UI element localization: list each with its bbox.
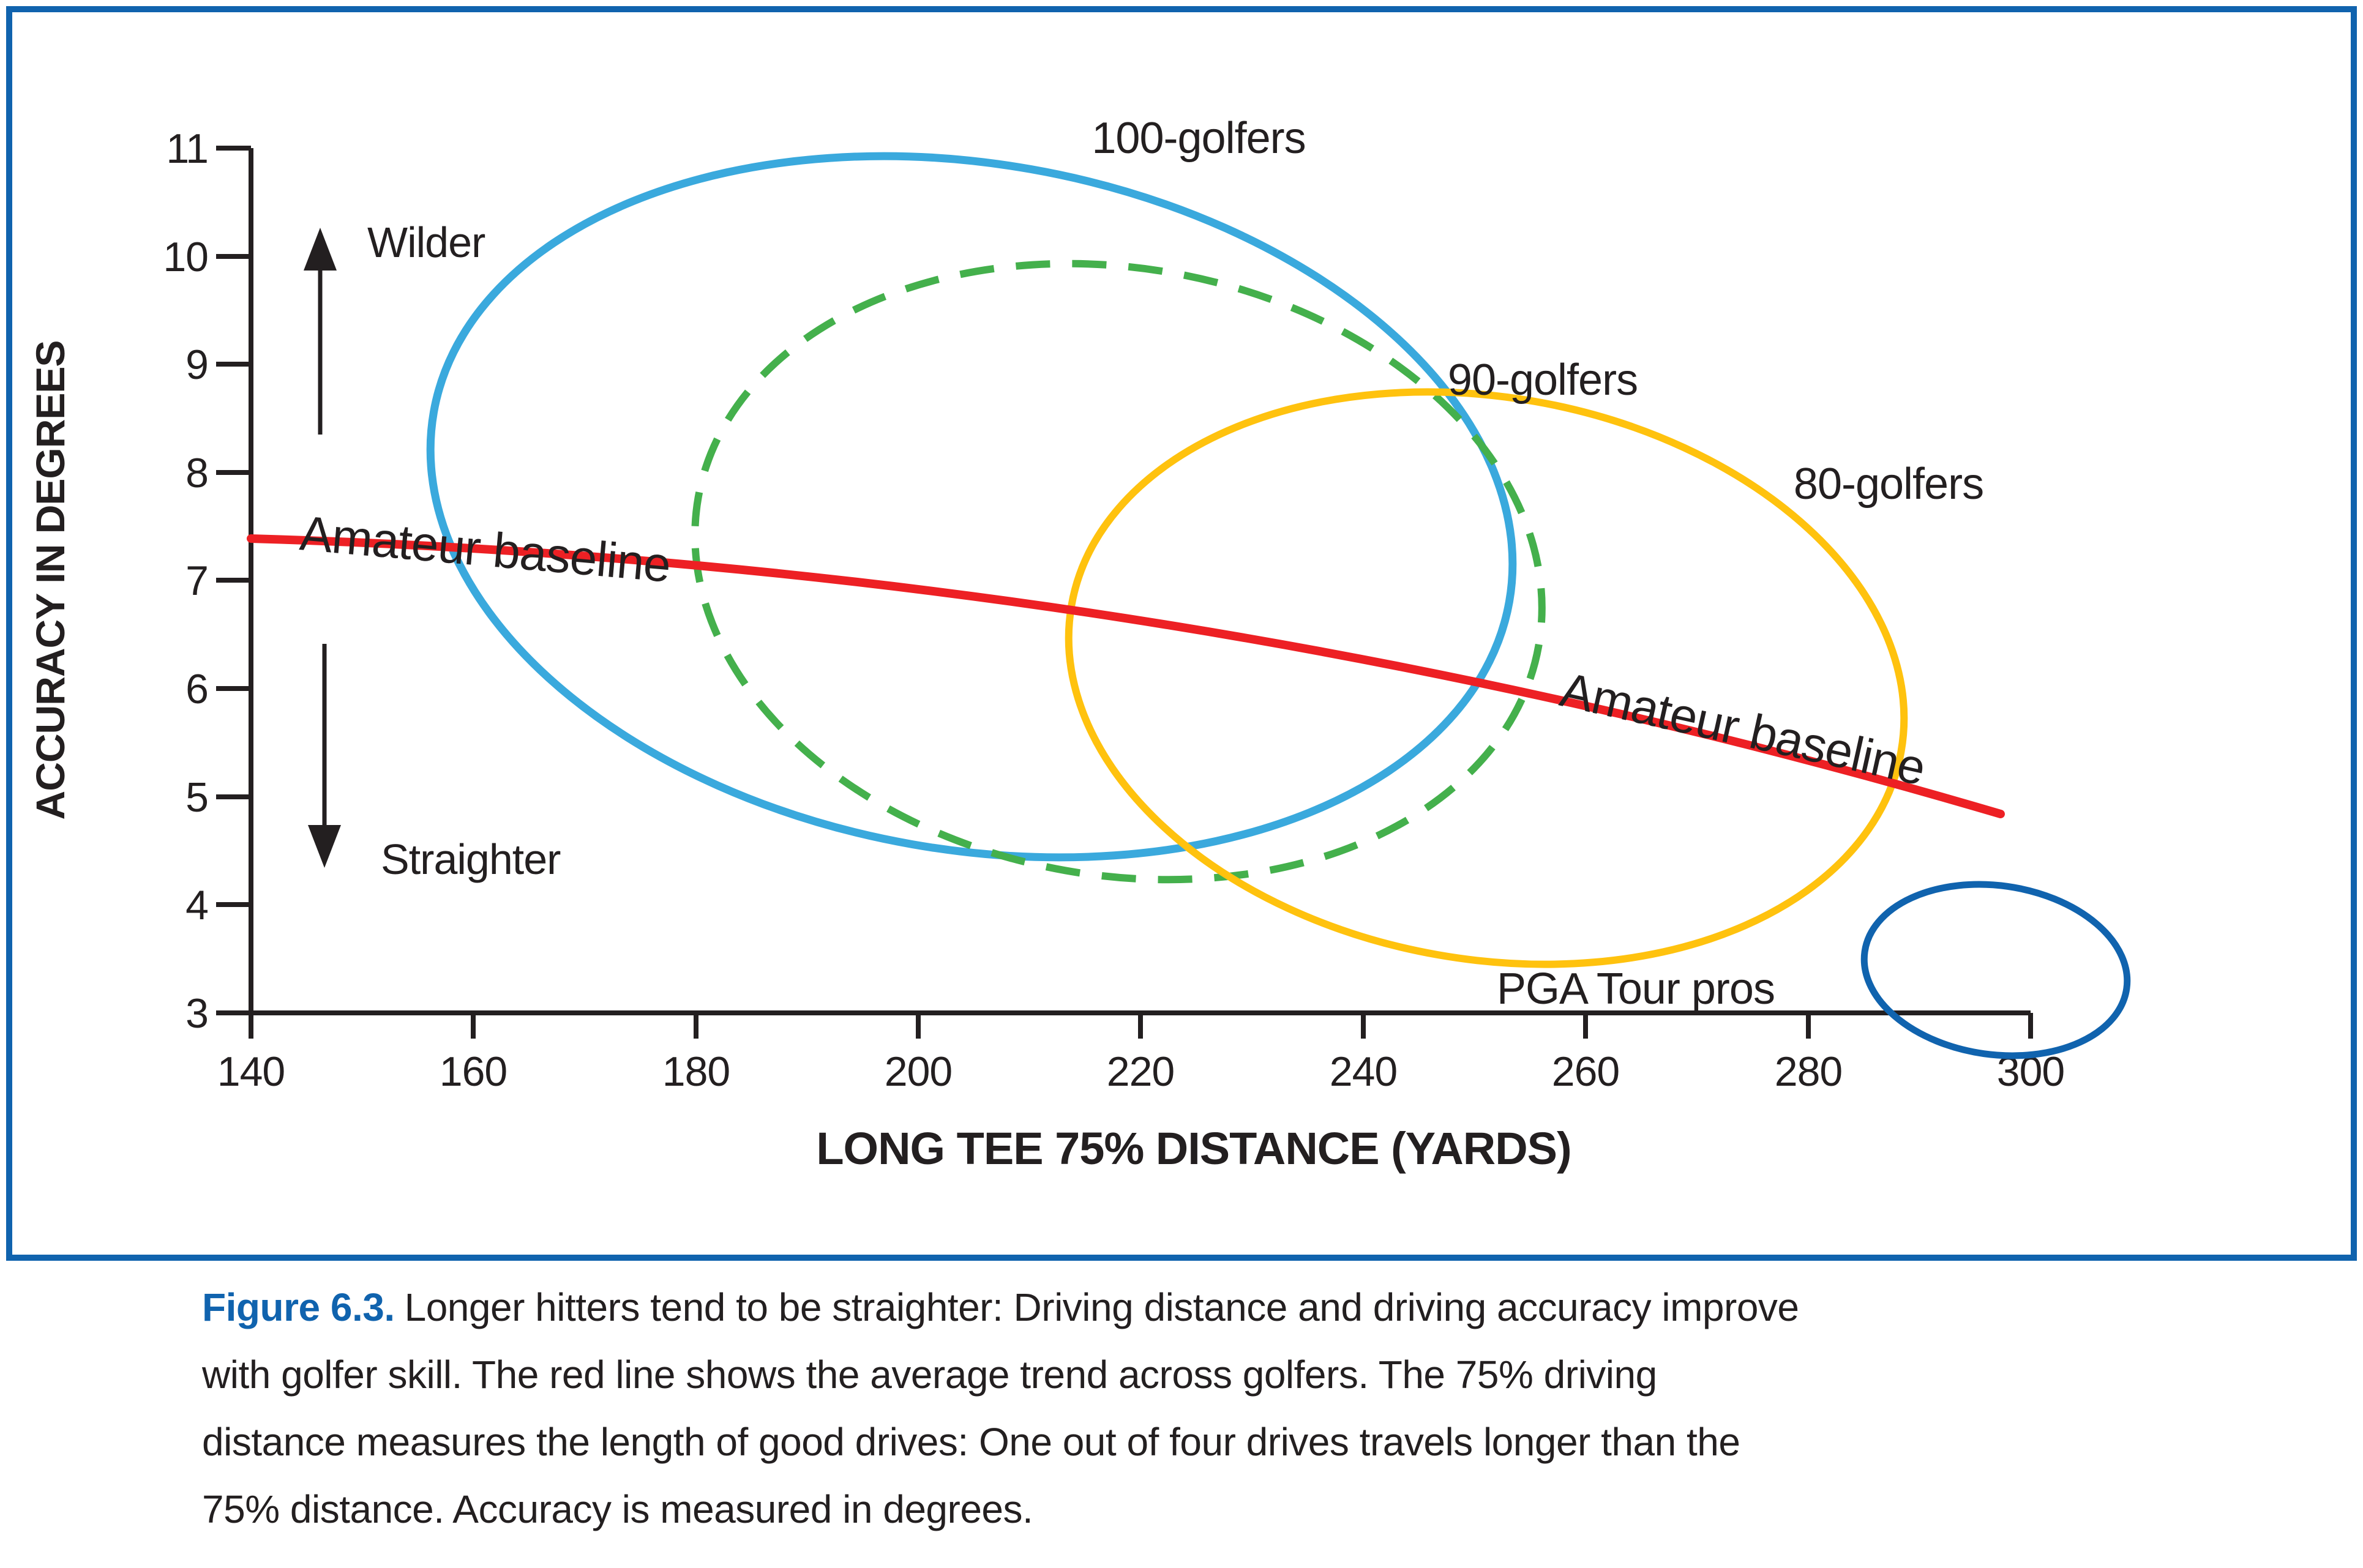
caption-line-1-text: Longer hitters tend to be straighter: Dr… xyxy=(405,1285,1799,1329)
label-80-golfers: 80-golfers xyxy=(1794,460,1983,509)
y-tick-label-10: 10 xyxy=(163,234,208,280)
caption-line-3: distance measures the length of good dri… xyxy=(202,1420,1740,1464)
x-tick-label-180: 180 xyxy=(662,1048,730,1095)
straighter-arrow-head-icon xyxy=(308,825,341,868)
caption-line-2: with golfer skill. The red line shows th… xyxy=(201,1353,1657,1397)
label-100-golfers: 100-golfers xyxy=(1092,114,1305,163)
y-tick-label-8: 8 xyxy=(185,450,208,496)
label-90-golfers: 90-golfers xyxy=(1448,356,1638,405)
ellipse-80-golfers xyxy=(1065,388,1908,968)
x-tick-label-240: 240 xyxy=(1330,1048,1397,1095)
y-tick-label-6: 6 xyxy=(185,666,208,712)
caption-figure-number: Figure 6.3. xyxy=(202,1285,395,1329)
data-ellipses xyxy=(426,152,2131,1059)
straighter-label: Straighter xyxy=(381,835,561,883)
amateur-baseline-curve xyxy=(247,534,2005,818)
wilder-arrow-head-icon xyxy=(304,228,337,271)
y-tick-label-3: 3 xyxy=(185,990,208,1037)
y-tick-label-11: 11 xyxy=(166,125,208,172)
x-tick-label-220: 220 xyxy=(1107,1048,1174,1095)
x-tick-label-260: 260 xyxy=(1552,1048,1619,1095)
ellipse-90-golfers xyxy=(691,259,1546,884)
y-ticks xyxy=(216,146,251,1015)
figure-caption: Figure 6.3. Longer hitters tend to be str… xyxy=(201,1285,1799,1531)
caption-line-1: Figure 6.3. Longer hitters tend to be str… xyxy=(202,1285,1799,1329)
x-tick-label-160: 160 xyxy=(440,1048,507,1095)
axes xyxy=(216,146,2033,1039)
ellipse-pga-tour-pros xyxy=(1860,881,2131,1059)
y-tick-label-7: 7 xyxy=(185,558,208,604)
wilder-label: Wilder xyxy=(367,218,485,266)
x-tick-label-140: 140 xyxy=(217,1048,285,1095)
y-tick-labels: 11 10 9 8 7 6 5 4 3 xyxy=(163,125,209,1037)
y-axis-title: ACCURACY IN DEGREES xyxy=(28,341,73,820)
x-tick-labels: 140 160 180 200 220 240 260 280 300 xyxy=(217,1048,2065,1095)
label-pga-tour-pros: PGA Tour pros xyxy=(1497,965,1775,1014)
ellipse-100-golfers xyxy=(426,152,1517,862)
y-tick-label-9: 9 xyxy=(185,342,208,388)
y-tick-label-5: 5 xyxy=(185,774,208,821)
y-tick-label-4: 4 xyxy=(185,882,208,928)
x-tick-label-280: 280 xyxy=(1775,1048,1842,1095)
x-axis-title: LONG TEE 75% DISTANCE (YARDS) xyxy=(816,1123,1571,1174)
x-tick-label-200: 200 xyxy=(885,1048,952,1095)
caption-line-4: 75% distance. Accuracy is measured in de… xyxy=(202,1487,1033,1531)
x-ticks xyxy=(249,1013,2033,1039)
direction-arrows xyxy=(304,228,341,868)
